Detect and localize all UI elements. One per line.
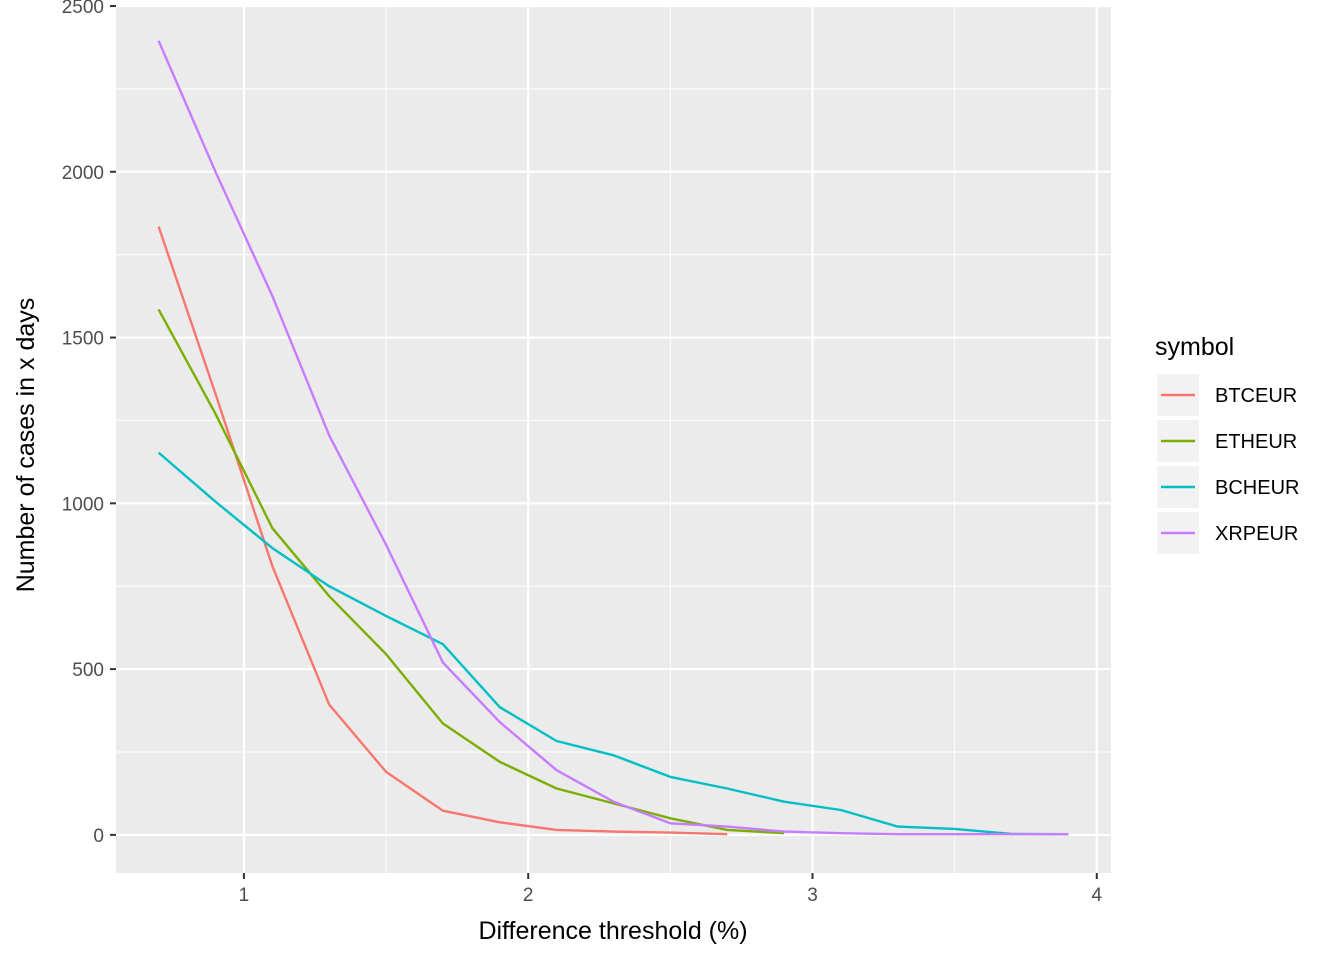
x-tick-label: 2 bbox=[523, 885, 534, 906]
y-tick-label: 2000 bbox=[62, 163, 104, 184]
x-tick-label: 1 bbox=[239, 885, 250, 906]
series-line-bcheur bbox=[157, 451, 1069, 836]
x-tick-label: 4 bbox=[1091, 885, 1102, 906]
y-tick-label: 1000 bbox=[62, 494, 104, 515]
y-tick-label: 500 bbox=[72, 660, 104, 681]
x-axis-title: Difference threshold (%) bbox=[478, 917, 747, 945]
y-tick-label: 2500 bbox=[62, 0, 104, 18]
y-tick-label: 1500 bbox=[62, 329, 104, 350]
legend-title: symbol bbox=[1155, 333, 1234, 361]
axis-ticks bbox=[110, 5, 1098, 879]
legend-label: ETHEUR bbox=[1215, 431, 1297, 453]
legend-label: BCHEUR bbox=[1215, 477, 1299, 499]
legend-label: BTCEUR bbox=[1215, 385, 1297, 407]
series-line-btceur bbox=[157, 226, 728, 836]
series-line-xrpeur bbox=[157, 40, 1069, 836]
y-tick-labels: 0 500 1000 1500 2000 2500 bbox=[62, 0, 104, 847]
legend-items: BTCEUR ETHEUR BCHEUR XRPEUR bbox=[1157, 374, 1299, 554]
x-tick-label: 3 bbox=[807, 885, 818, 906]
x-tick-labels: 1 2 3 4 bbox=[239, 885, 1103, 906]
series-lines bbox=[157, 40, 1069, 836]
y-axis-title: Number of cases in x days bbox=[12, 298, 40, 593]
legend: symbol BTCEUR ETHEUR BCHEUR XRPEUR bbox=[1155, 333, 1299, 554]
y-tick-label: 0 bbox=[93, 826, 104, 847]
series-line-etheur bbox=[157, 308, 785, 835]
plot-panel bbox=[116, 6, 1111, 873]
legend-label: XRPEUR bbox=[1215, 523, 1298, 545]
